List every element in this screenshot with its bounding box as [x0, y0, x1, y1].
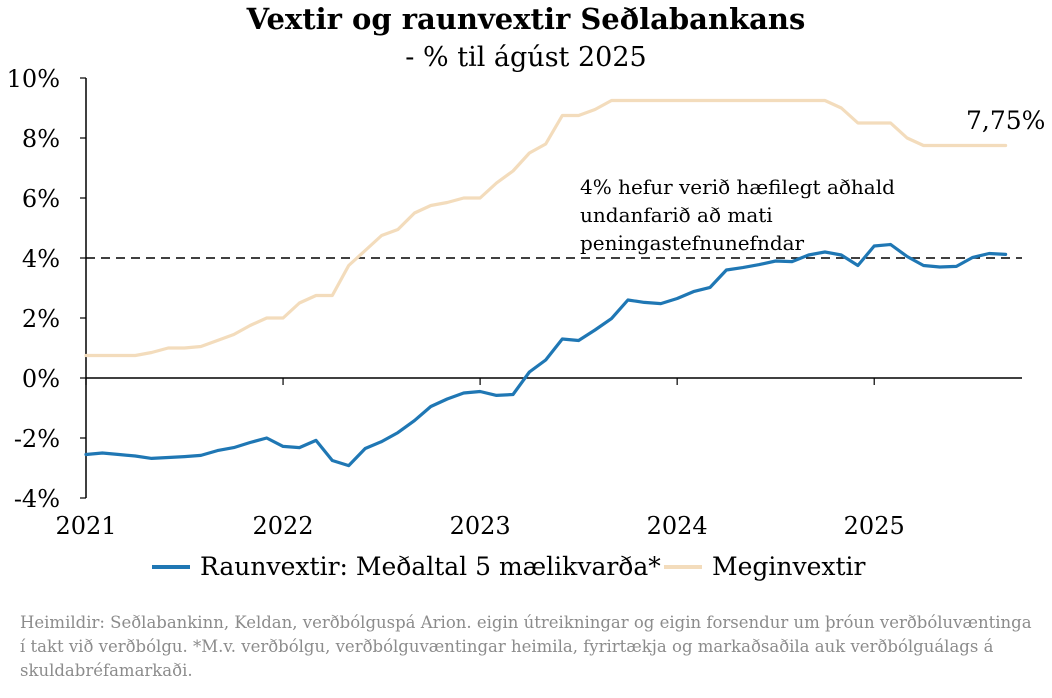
x-tick-label: 2023 [450, 512, 511, 540]
axes [85, 78, 1022, 498]
y-tick-label: 4% [22, 245, 60, 273]
series-lines [84, 98, 1008, 468]
x-tick-label: 2021 [55, 512, 116, 540]
y-tick-label: 6% [22, 185, 60, 213]
annotation-text: 4% hefur verið hæfilegt aðhald undanfari… [580, 175, 895, 255]
source-footnote: Heimildir: Seðlabankinn, Keldan, verðból… [20, 613, 1032, 680]
x-tick-label: 2025 [844, 512, 905, 540]
y-tick-label: 2% [22, 305, 60, 333]
series-line-raunvextir [84, 242, 1008, 468]
axis-ticks: -4% -2% 0% 2% 4% 6% 8% 10% 2021 2022 2023 2024 2025 [7, 65, 905, 540]
legend-label-raunvextir: Raunvextir: Meðaltal 5 mælikvarða* [200, 552, 661, 581]
legend-swatch-raunvextir [152, 564, 190, 569]
y-tick-label: 10% [7, 65, 60, 93]
legend: Raunvextir: Meðaltal 5 mælikvarða* Megin… [0, 552, 1052, 584]
y-tick-label: 0% [22, 365, 60, 393]
y-tick-label: -4% [14, 485, 60, 513]
chart-title: Vextir og raunvextir Seðlabankans [246, 2, 806, 36]
chart-subtitle: - % til ágúst 2025 [405, 42, 647, 73]
y-tick-label: -2% [14, 425, 60, 453]
series-line-meginvextir [84, 98, 1008, 358]
legend-item-raunvextir: Raunvextir: Meðaltal 5 mælikvarða* [152, 552, 661, 581]
y-tick-label: 8% [22, 125, 60, 153]
line-chart: -4% -2% 0% 2% 4% 6% 8% 10% 2021 2022 2023 2024 2025 [7, 65, 1022, 540]
legend-label-meginvextir: Meginvextir [712, 552, 866, 581]
legend-item-meginvextir: Meginvextir [664, 552, 866, 581]
x-tick-label: 2022 [253, 512, 314, 540]
x-tick-label: 2024 [647, 512, 708, 540]
legend-swatch-meginvextir [664, 564, 702, 569]
last-value-label: 7,75% [966, 106, 1046, 135]
